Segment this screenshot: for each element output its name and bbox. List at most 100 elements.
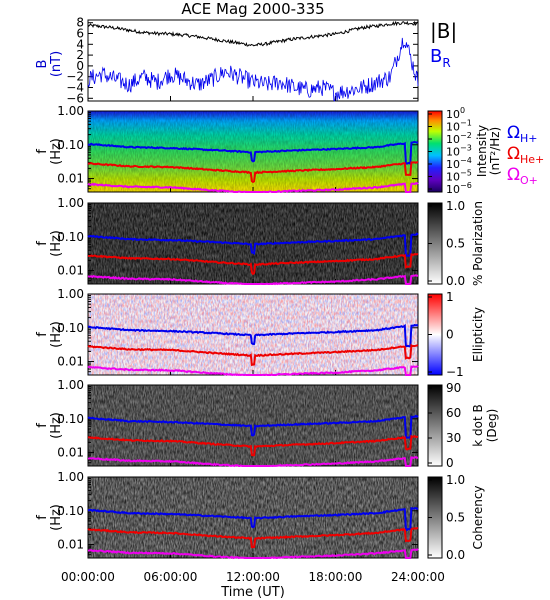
freq-tick-label: 1.00 <box>57 470 84 484</box>
gyrofrequency-line-h <box>88 323 419 348</box>
coherency-cb-title: Coherency <box>471 485 485 549</box>
b-ytick-label: −2 <box>66 70 84 84</box>
b-magnitude-line <box>87 20 419 47</box>
dynamic-layer: 1.000.100.01f (Hz)1.000.100.01f (Hz)1.000.… <box>35 104 544 600</box>
polarization-cb-label: 0.5 <box>446 237 465 251</box>
intensity-cb-base: 10 <box>446 108 460 121</box>
freq-tick-label: 0.01 <box>57 446 84 460</box>
ellipticity-cb-title: Ellipticity <box>471 307 485 362</box>
legend-b-radial: BR <box>430 46 451 70</box>
panel-ellipticity <box>87 293 443 376</box>
gyro-legend-sub: He+ <box>520 153 544 166</box>
freq-tick-label: 0.01 <box>57 538 84 552</box>
gyro-legend-h: ΩH+ <box>507 123 538 145</box>
gyrofrequency-line-h <box>87 414 419 439</box>
intensity-cb-label: 10−1 <box>446 119 472 134</box>
kdotb-texture <box>88 385 418 466</box>
freq-axis-label: f <box>35 515 50 520</box>
freq-axis-unit: (Hz) <box>49 321 64 348</box>
intensity-cb-exp: −2 <box>460 131 472 140</box>
freq-tick-label: 0.10 <box>57 321 84 335</box>
b-ytick-label: 8 <box>76 16 84 30</box>
panel-kdotb <box>87 384 443 467</box>
intensity-cb-title: Intensity <box>475 125 489 177</box>
gyro-legend-o: ΩO+ <box>507 165 538 187</box>
b-ytick-label: 4 <box>76 37 84 51</box>
gyro-legend-symbol: Ω <box>507 165 520 185</box>
b-ytick-label: −6 <box>66 91 84 105</box>
panel-coherency <box>87 476 443 559</box>
b-ytick-label: 6 <box>76 27 84 41</box>
ellipticity-cb-label: −1 <box>446 365 464 379</box>
freq-tick-label: 0.01 <box>57 355 84 369</box>
freq-tick-label: 1.00 <box>57 196 84 210</box>
freq-axis-unit: (Hz) <box>49 230 64 257</box>
time-axis-label: Time (UT) <box>220 585 285 600</box>
freq-tick-label: 0.10 <box>57 138 84 152</box>
intensity-cb-unit: (nT²/Hz) <box>488 127 502 175</box>
intensity-cb-exp: −3 <box>460 144 472 153</box>
intensity-cb-exp: −5 <box>460 169 472 178</box>
polarization-cb-title: % Polarization <box>471 201 485 286</box>
gyrofrequency-line-he <box>87 343 419 366</box>
gyrofrequency-line-h <box>87 140 419 166</box>
gyro-legend-he: ΩHe+ <box>507 144 544 166</box>
kdotb-cb-title: k dot B <box>471 404 485 446</box>
intensity-cb-exp: 0 <box>460 106 465 115</box>
intensity-cb-label: 10−4 <box>446 156 472 171</box>
gyro-legend-sub: O+ <box>520 174 538 187</box>
ellipticity-cb-label: 0 <box>446 328 454 342</box>
intensity-cb-label: 10−6 <box>446 181 472 196</box>
kdotb-cb-label: 60 <box>446 406 461 420</box>
coherency-cb-label: 0.0 <box>446 548 465 562</box>
polarization-cb-label: 0.0 <box>446 274 465 288</box>
gyro-legend-symbol: Ω <box>507 144 520 164</box>
panel-b-ylabel: B <box>35 60 50 69</box>
time-tick-label: 00:00:00 <box>61 570 115 584</box>
freq-axis-unit: (Hz) <box>49 504 64 531</box>
intensity-cb-label: 10−5 <box>446 169 472 184</box>
intensity-cb-base: 10 <box>446 171 460 184</box>
kdotb-cb-label: 30 <box>446 431 461 445</box>
intensity-cb-exp: −4 <box>460 156 472 165</box>
legend-b-magnitude: |B| <box>430 19 457 43</box>
coherency-cb-label: 1.0 <box>446 473 465 487</box>
b-radial-line <box>87 37 419 102</box>
intensity-cb-exp: −6 <box>460 181 472 190</box>
freq-tick-label: 0.10 <box>57 230 84 244</box>
panel-intensity <box>87 110 443 193</box>
panel-b-yunit: (nT) <box>49 51 64 77</box>
b-ytick-label: −4 <box>66 81 84 95</box>
intensity-texture <box>88 111 418 192</box>
intensity-cb-base: 10 <box>446 146 460 159</box>
polarization-cb-label: 1.0 <box>446 199 465 213</box>
freq-axis-label: f <box>35 332 50 337</box>
freq-tick-label: 0.10 <box>57 504 84 518</box>
freq-tick-label: 0.01 <box>57 264 84 278</box>
intensity-cb-exp: −1 <box>460 119 472 128</box>
coherency-cb-label: 0.5 <box>446 511 465 525</box>
kdotb-cb-title: (Deg) <box>485 409 499 443</box>
gyrofrequency-line-o <box>87 181 419 194</box>
b-ytick-label: 0 <box>76 59 84 73</box>
gyrofrequency-line-he <box>87 527 419 549</box>
kdotb-colorbar <box>427 384 443 467</box>
time-tick-label: 06:00:00 <box>144 570 198 584</box>
b-ytick-label: 2 <box>76 48 84 62</box>
intensity-cb-base: 10 <box>446 121 460 134</box>
freq-tick-label: 1.00 <box>57 378 84 392</box>
gyrofrequency-line-h <box>87 232 419 257</box>
intensity-cb-base: 10 <box>446 158 460 171</box>
intensity-cb-base: 10 <box>446 133 460 146</box>
time-tick-label: 24:00:00 <box>391 570 445 584</box>
gyro-legend-symbol: Ω <box>507 123 520 143</box>
gyrofrequency-line-o <box>87 455 419 468</box>
freq-axis-unit: (Hz) <box>49 412 64 439</box>
freq-axis-label: f <box>35 423 50 428</box>
gyrofrequency-line-o <box>87 365 419 377</box>
gyrofrequency-line-o <box>87 274 419 286</box>
gyrofrequency-line-o <box>87 548 419 560</box>
